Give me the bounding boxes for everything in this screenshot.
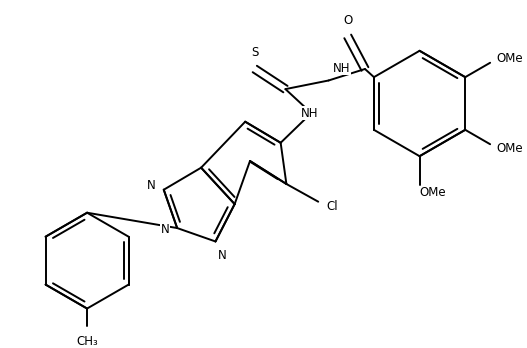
Text: OMe: OMe bbox=[497, 53, 523, 65]
Text: N: N bbox=[148, 180, 156, 192]
Text: OMe: OMe bbox=[419, 186, 446, 199]
Text: CH₃: CH₃ bbox=[76, 335, 98, 348]
Text: N: N bbox=[161, 223, 170, 237]
Text: Cl: Cl bbox=[327, 200, 338, 213]
Text: S: S bbox=[251, 46, 258, 60]
Text: O: O bbox=[343, 14, 353, 27]
Text: N: N bbox=[218, 249, 227, 262]
Text: NH: NH bbox=[300, 106, 318, 120]
Text: OMe: OMe bbox=[497, 142, 523, 155]
Text: NH: NH bbox=[334, 62, 351, 75]
